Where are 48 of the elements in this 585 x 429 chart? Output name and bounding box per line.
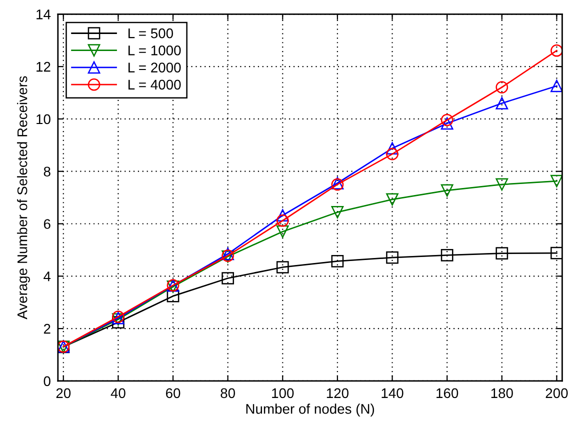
point (550, 44, 562, 57)
point (386, 148, 398, 160)
point (440, 117, 454, 130)
point (222, 272, 234, 284)
point (276, 209, 289, 222)
x-tick-label: 60 (166, 388, 180, 398)
legend-label: L = 2000 (128, 62, 181, 72)
y-tick-label: 6 (44, 219, 50, 229)
point (331, 255, 344, 268)
x-tick-label: 80 (220, 388, 236, 398)
point (496, 81, 508, 94)
legend-label: L = 4000 (128, 80, 181, 90)
x-tick-label: 200 (546, 388, 568, 398)
y-tick-label: 8 (44, 166, 50, 177)
legend-label: L = 500 (128, 28, 174, 38)
x-tick-label: 40 (110, 388, 126, 398)
point (386, 251, 398, 264)
point (440, 184, 454, 197)
x-tick-label: 140 (382, 388, 404, 398)
point (331, 206, 344, 218)
y-axis-title: Average Number of Selected Receivers (17, 76, 30, 320)
y-tick-label: 2 (44, 324, 50, 334)
point (550, 80, 562, 92)
point (440, 249, 454, 262)
point (276, 225, 289, 238)
y-tick-label: 10 (36, 114, 50, 124)
point (386, 142, 398, 154)
point (550, 246, 562, 260)
y-tick-label: 12 (36, 62, 50, 72)
x-tick-label: 160 (436, 388, 458, 398)
point (276, 214, 289, 227)
x-axis-title: Number of nodes (N) (246, 404, 374, 417)
x-tick-label: 180 (491, 388, 513, 398)
point (550, 174, 562, 188)
x-tick-label: 20 (56, 388, 71, 398)
point (496, 247, 508, 260)
x-tick-label: 100 (272, 388, 294, 398)
legend-label: L = 1000 (128, 46, 181, 56)
point (386, 193, 398, 206)
point (276, 261, 289, 274)
y-tick-label: 0 (44, 376, 50, 386)
y-tick-label: 14 (36, 10, 51, 20)
x-tick-label: 120 (326, 388, 348, 398)
y-tick-label: 4 (44, 272, 51, 282)
point (166, 290, 180, 302)
point (496, 178, 508, 191)
point (440, 114, 454, 126)
point (496, 97, 508, 110)
